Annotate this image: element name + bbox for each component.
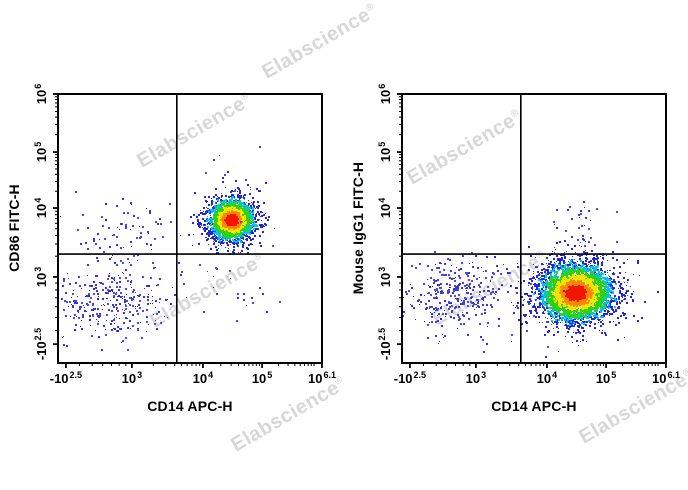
density-plot-canvas bbox=[0, 0, 688, 490]
flow-cytometry-figure: Elabscience®Elabscience®Elabscience®Elab… bbox=[0, 0, 688, 490]
